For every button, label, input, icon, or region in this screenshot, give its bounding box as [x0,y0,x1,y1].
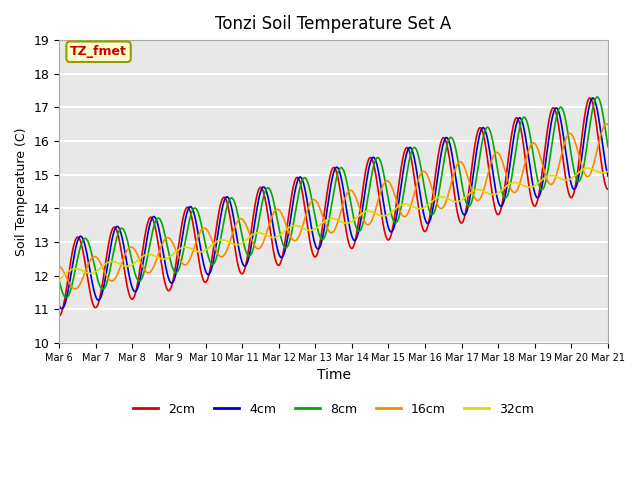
16cm [239,217,247,223]
32cm [55,276,63,282]
8cm [62,295,70,300]
16cm [604,122,612,128]
Line: 16cm: 16cm [59,124,608,289]
16cm [603,121,611,127]
Title: Tonzi Soil Temperature Set A: Tonzi Soil Temperature Set A [216,15,452,33]
Y-axis label: Soil Temperature (C): Soil Temperature (C) [15,127,28,256]
8cm [419,177,427,182]
8cm [491,149,499,155]
4cm [419,208,427,214]
Text: TZ_fmet: TZ_fmet [70,45,127,58]
8cm [604,144,612,150]
2cm [55,313,63,319]
2cm [604,186,612,192]
X-axis label: Time: Time [317,368,351,382]
32cm [539,176,547,182]
32cm [164,255,172,261]
16cm [540,165,547,170]
32cm [419,205,426,211]
32cm [177,245,185,251]
4cm [55,302,63,308]
8cm [178,257,186,263]
2cm [419,226,426,231]
8cm [593,94,601,100]
Line: 32cm: 32cm [59,168,608,279]
Line: 8cm: 8cm [59,97,608,298]
16cm [164,235,172,240]
8cm [55,278,63,284]
2cm [490,203,498,208]
32cm [604,168,612,174]
4cm [239,262,247,267]
8cm [164,248,172,253]
2cm [539,164,547,170]
2cm [177,225,185,231]
4cm [589,95,596,101]
16cm [491,151,499,156]
16cm [178,260,186,265]
8cm [239,238,247,243]
4cm [604,173,612,179]
16cm [55,264,63,269]
2cm [586,95,594,101]
4cm [491,182,499,188]
32cm [584,165,591,171]
2cm [164,288,172,293]
8cm [540,186,547,192]
16cm [419,168,427,174]
16cm [71,286,79,292]
2cm [239,271,246,276]
Legend: 2cm, 4cm, 8cm, 16cm, 32cm: 2cm, 4cm, 8cm, 16cm, 32cm [128,398,539,421]
4cm [164,275,172,280]
Line: 4cm: 4cm [59,98,608,309]
4cm [58,306,66,312]
Line: 2cm: 2cm [59,98,608,316]
4cm [540,177,547,182]
32cm [239,240,246,246]
4cm [178,239,186,244]
32cm [490,192,498,197]
